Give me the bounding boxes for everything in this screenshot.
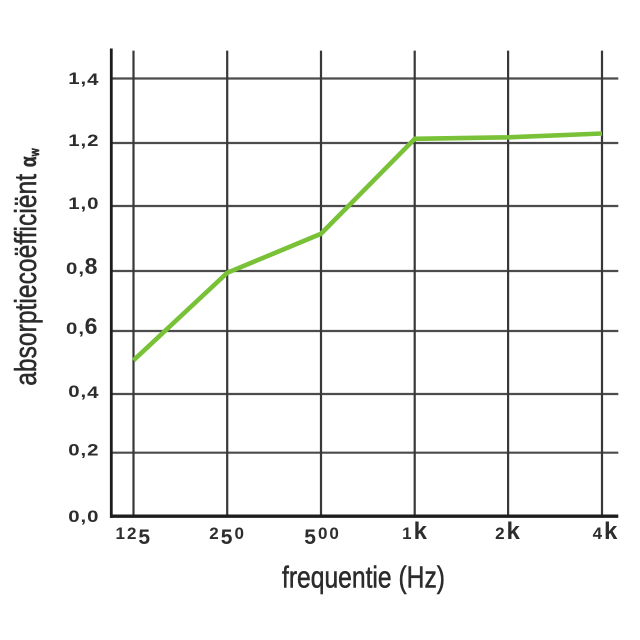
svg-text:1,4: 1,4: [68, 69, 99, 89]
svg-text:0,2: 0,2: [68, 440, 99, 459]
svg-text:1,0: 1,0: [68, 194, 99, 213]
svg-text:8: 8: [85, 253, 98, 279]
svg-text:0,: 0,: [66, 259, 85, 278]
svg-text:1,2: 1,2: [68, 131, 99, 150]
svg-text:0,4: 0,4: [68, 382, 99, 402]
svg-text:frequentie (Hz): frequentie (Hz): [282, 559, 445, 594]
svg-text:0,0: 0,0: [68, 506, 99, 525]
svg-text:absorptiecoëfficiënt αw: absorptiecoëfficiënt αw: [8, 148, 42, 386]
svg-text:500: 500: [304, 524, 341, 549]
svg-text:2k: 2k: [495, 518, 522, 545]
svg-text:6: 6: [85, 313, 98, 339]
svg-text:0,: 0,: [66, 319, 85, 338]
